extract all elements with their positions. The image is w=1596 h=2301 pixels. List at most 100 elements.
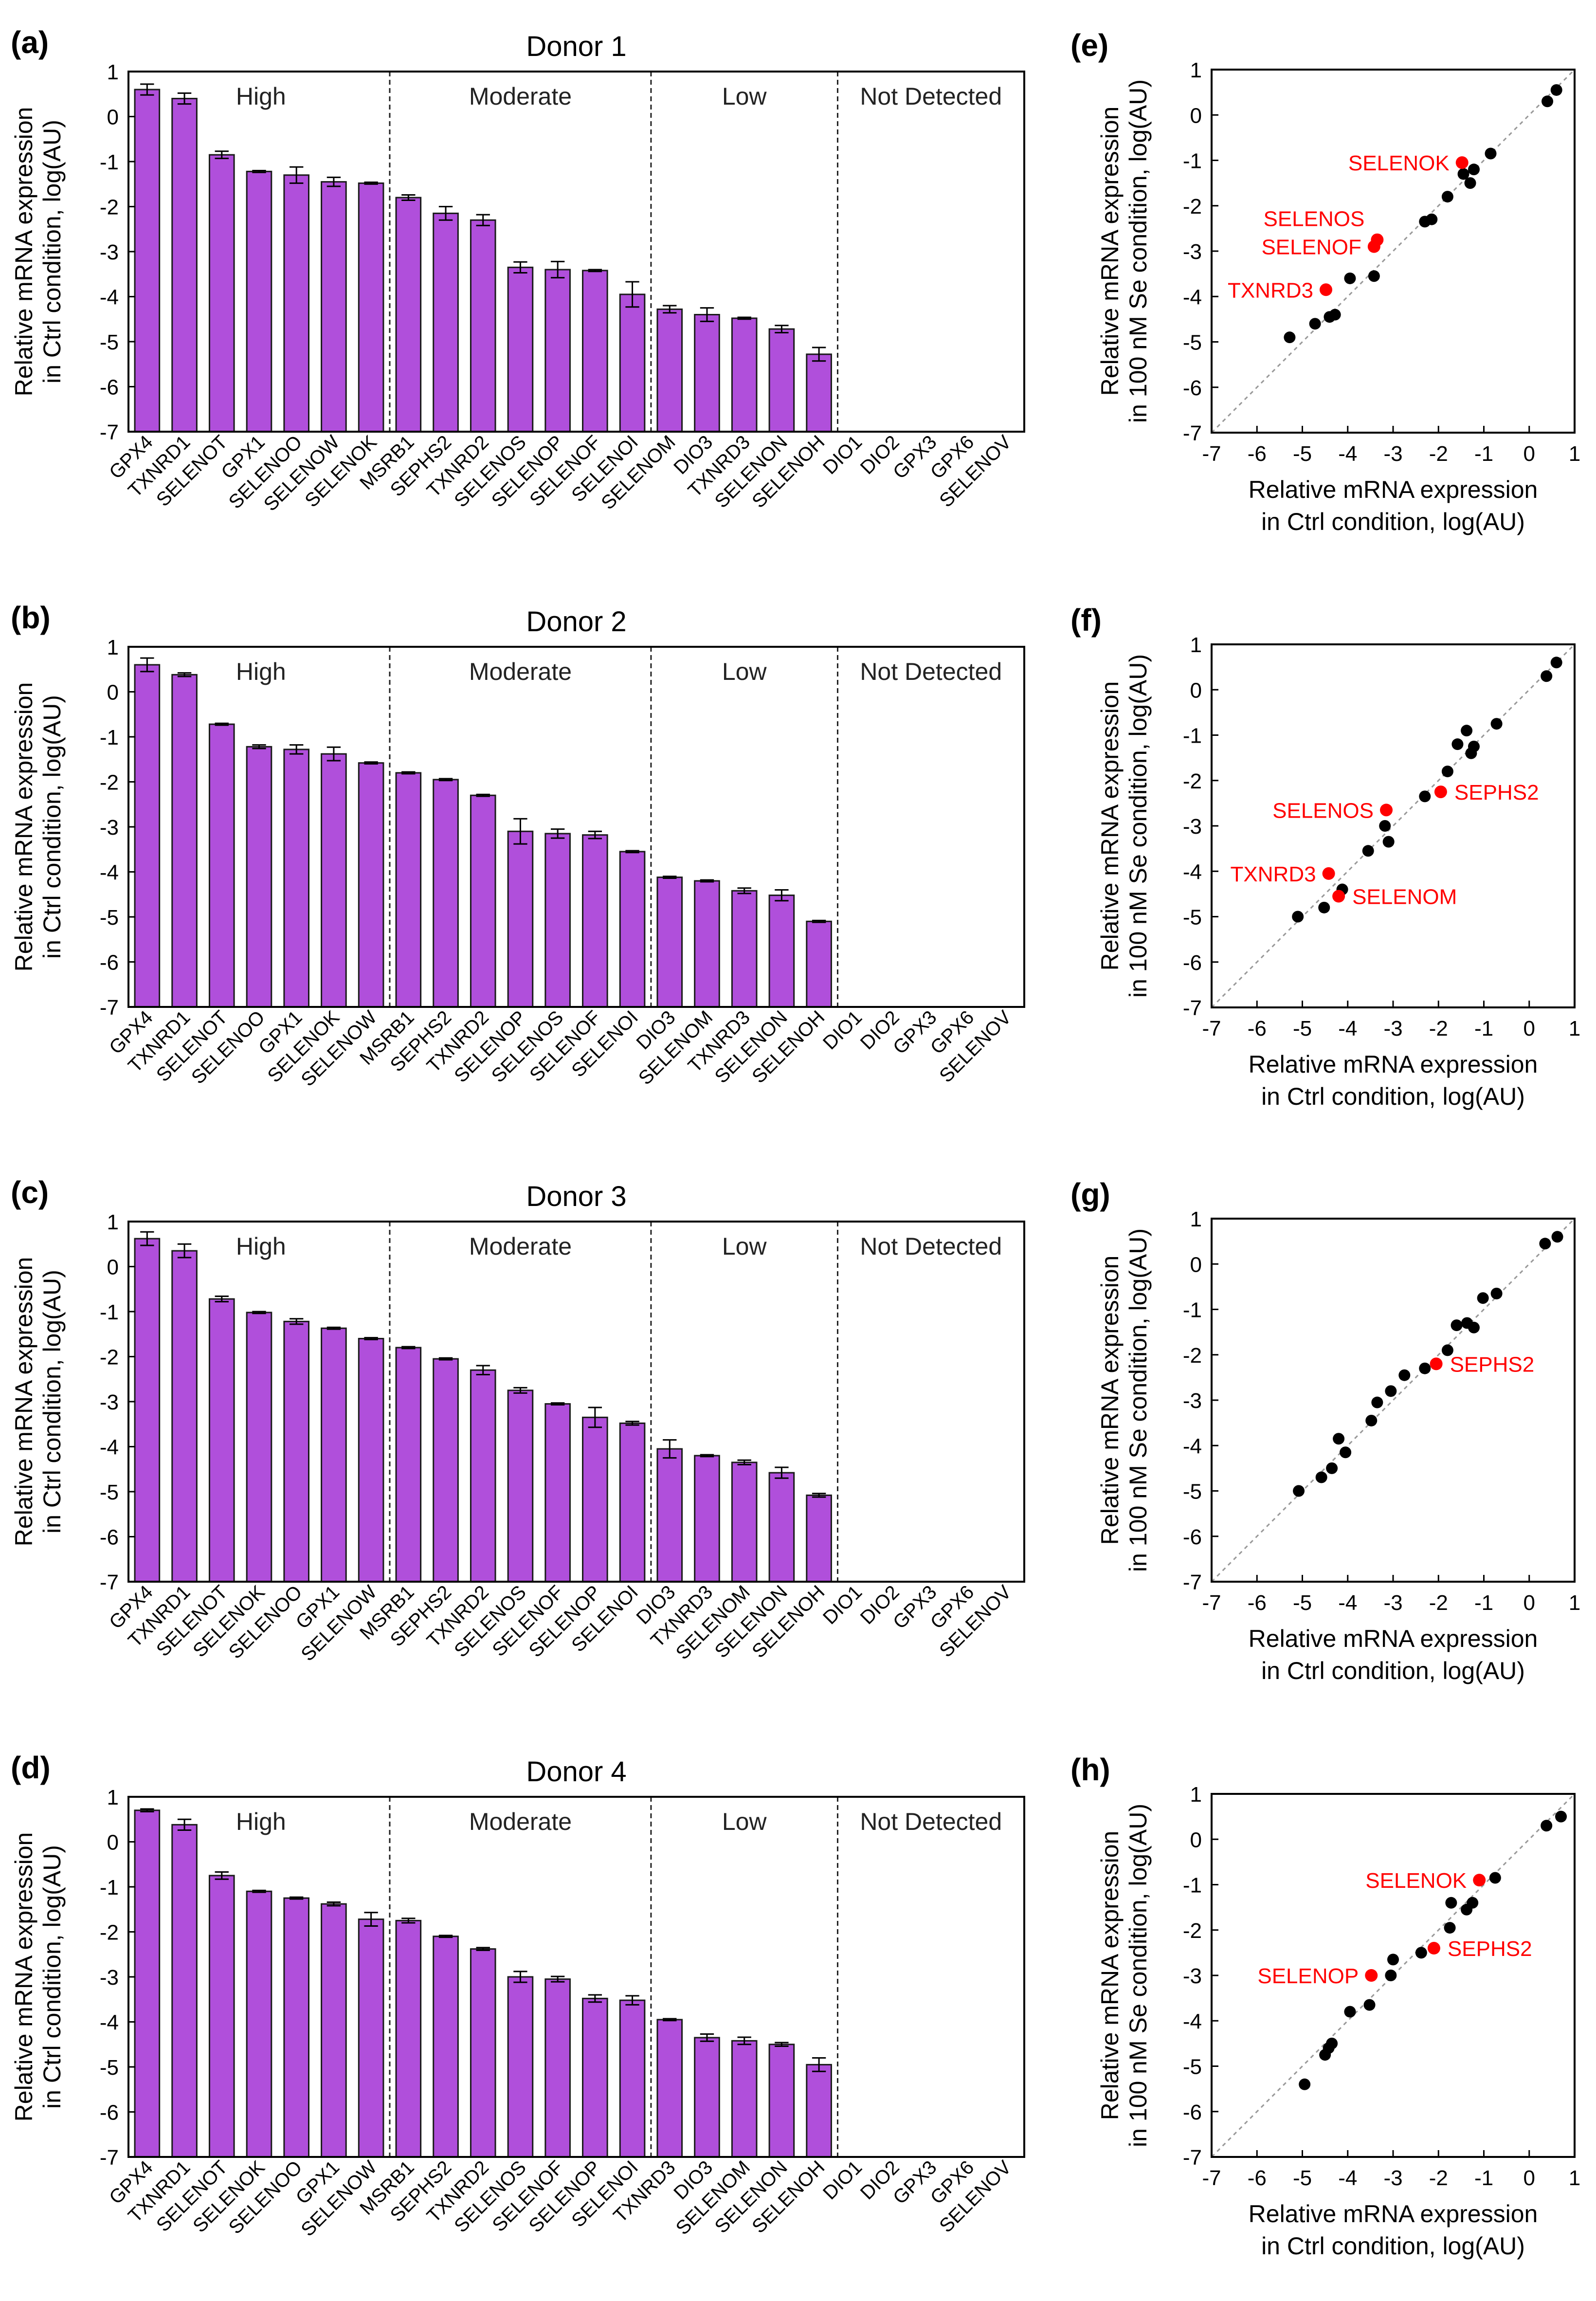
bar	[208, 1298, 235, 1583]
group-label: High	[236, 1233, 286, 1260]
x-tick-label: 1	[1569, 1017, 1580, 1041]
y-axis-label: in 100 nM Se condition, log(AU)	[1124, 654, 1152, 998]
y-tick-label: -2	[1183, 1344, 1202, 1368]
panel-label: (a)	[11, 25, 49, 60]
bar	[768, 895, 795, 1008]
group-label: Moderate	[469, 658, 572, 685]
data-point	[1541, 670, 1553, 682]
bar	[134, 1238, 161, 1583]
y-tick-label: -7	[100, 1571, 119, 1594]
y-tick-label: -7	[100, 996, 119, 1020]
y-tick-label: 1	[1190, 1207, 1202, 1231]
y-tick-label: -7	[1183, 996, 1202, 1020]
y-tick-label: -5	[1183, 1480, 1202, 1504]
data-point	[1299, 2078, 1311, 2090]
x-tick-label: -7	[1202, 1591, 1221, 1615]
y-tick-label: -5	[100, 906, 119, 930]
highlight-label: SELENOP	[1257, 1964, 1359, 1988]
y-tick-label: 0	[1190, 678, 1202, 702]
group-label: Low	[722, 1233, 767, 1260]
category-label: DIO1	[819, 431, 866, 478]
bar	[246, 1312, 272, 1583]
x-tick-label: -4	[1338, 442, 1357, 466]
data-point	[1550, 84, 1562, 96]
y-tick-label: -1	[1183, 1298, 1202, 1322]
y-tick-label: -1	[100, 1300, 119, 1324]
bar	[582, 270, 608, 433]
x-tick-label: -7	[1202, 1017, 1221, 1041]
bar	[768, 2044, 795, 2158]
bar	[470, 1948, 496, 2158]
y-tick-label: -4	[100, 861, 119, 885]
highlight-label: SELENOS	[1272, 799, 1374, 822]
panel-label: (h)	[1070, 1752, 1110, 1787]
bar	[656, 1448, 683, 1583]
highlight-label: SELENOM	[1352, 885, 1457, 909]
data-point	[1444, 1922, 1456, 1934]
bar	[358, 182, 384, 433]
x-tick-label: -5	[1293, 1591, 1312, 1615]
bar	[470, 794, 496, 1008]
x-tick-label: -6	[1248, 1017, 1267, 1041]
y-tick-label: -3	[1183, 1964, 1202, 1988]
y-axis-label: in Ctrl condition, log(AU)	[38, 695, 66, 959]
highlight-point	[1322, 867, 1335, 880]
data-point	[1368, 270, 1380, 282]
y-axis-label: Relative mRNA expression	[1096, 107, 1124, 396]
x-tick-label: 0	[1523, 1591, 1535, 1615]
x-axis-label: in Ctrl condition, log(AU)	[1261, 508, 1525, 535]
y-tick-label: 1	[107, 1210, 119, 1234]
category-label: DIO1	[819, 1006, 866, 1054]
y-tick-label: -7	[1183, 1571, 1202, 1594]
highlight-label: SELENOF	[1261, 236, 1361, 259]
bar	[395, 1347, 422, 1583]
group-label: Not Detected	[860, 83, 1002, 110]
bar	[619, 851, 646, 1008]
x-axis-label: Relative mRNA expression	[1249, 476, 1538, 503]
bar	[694, 1455, 720, 1583]
data-point	[1419, 216, 1431, 228]
bar	[507, 266, 534, 433]
data-point	[1365, 1414, 1378, 1426]
data-point	[1315, 1471, 1327, 1483]
highlight-point	[1427, 1942, 1440, 1955]
panel-label: (g)	[1070, 1177, 1110, 1212]
group-label: Not Detected	[860, 658, 1002, 685]
bar	[358, 1918, 384, 2158]
bar	[433, 212, 459, 433]
y-tick-label: -2	[100, 1921, 119, 1945]
bar	[694, 314, 720, 433]
group-label: Moderate	[469, 1233, 572, 1260]
x-tick-label: -1	[1474, 442, 1493, 466]
category-label: DIO1	[819, 2156, 866, 2204]
x-tick-label: -1	[1474, 1591, 1493, 1615]
bar	[134, 1809, 161, 2158]
data-point	[1461, 725, 1473, 737]
bar	[582, 1416, 608, 1583]
highlight-point	[1434, 785, 1447, 799]
data-point	[1441, 766, 1453, 778]
data-point	[1344, 272, 1356, 284]
x-axis-label: in Ctrl condition, log(AU)	[1261, 2232, 1525, 2260]
y-tick-label: -4	[1183, 1434, 1202, 1458]
highlight-point	[1319, 283, 1332, 296]
data-point	[1461, 1903, 1473, 1916]
y-tick-label: -5	[1183, 2055, 1202, 2079]
bar-chart-c: (c) Donor 3 High Moderate Low Not Detected 1 0 -…	[10, 1175, 1025, 1665]
identity-line	[1211, 1218, 1576, 1583]
bar	[731, 317, 758, 433]
bar	[321, 181, 347, 433]
bar	[694, 2037, 720, 2158]
data-point	[1457, 168, 1469, 180]
y-tick-label: -4	[1183, 860, 1202, 884]
data-point	[1293, 1485, 1305, 1497]
y-tick-label: -6	[100, 2101, 119, 2125]
y-tick-label: 1	[107, 636, 119, 659]
y-tick-label: 1	[1190, 633, 1202, 657]
x-axis-label: in Ctrl condition, log(AU)	[1261, 1657, 1525, 1684]
data-point	[1340, 1446, 1352, 1459]
bar	[507, 830, 534, 1008]
y-tick-label: -5	[1183, 906, 1202, 930]
y-tick-label: 0	[1190, 104, 1202, 128]
y-tick-label: 0	[107, 681, 119, 705]
